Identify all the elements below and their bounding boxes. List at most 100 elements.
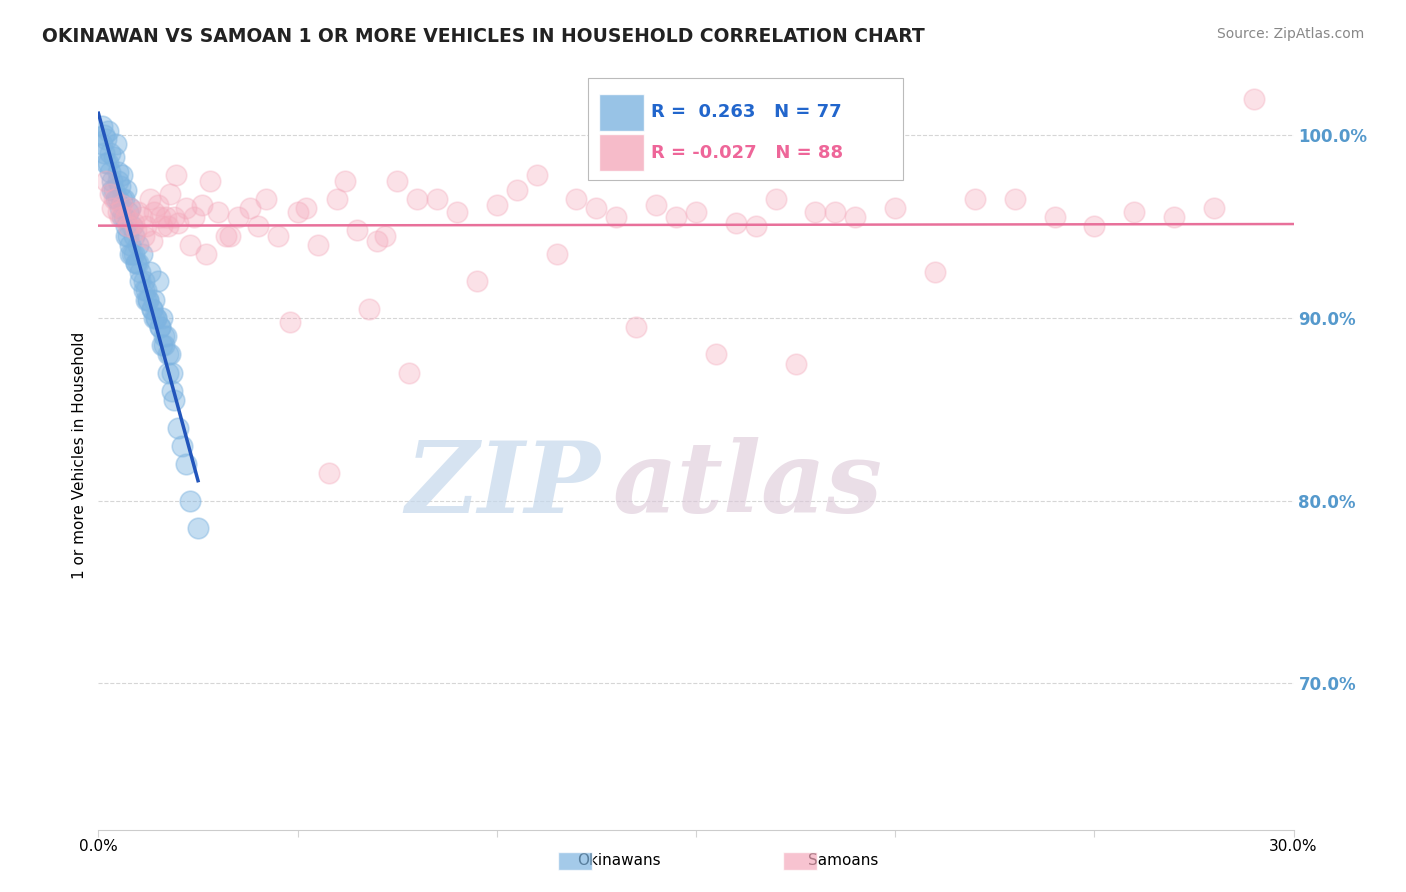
Point xyxy=(101,183,124,197)
Point xyxy=(129,274,152,288)
Point xyxy=(143,310,166,325)
Point xyxy=(326,192,349,206)
Point xyxy=(110,211,132,225)
Point xyxy=(685,205,707,219)
Point xyxy=(385,174,409,188)
Text: OKINAWAN VS SAMOAN 1 OR MORE VEHICLES IN HOUSEHOLD CORRELATION CHART: OKINAWAN VS SAMOAN 1 OR MORE VEHICLES IN… xyxy=(42,27,925,45)
Point xyxy=(98,164,122,178)
Point xyxy=(426,192,449,206)
Point xyxy=(207,205,229,219)
Point xyxy=(398,366,420,380)
Point xyxy=(96,174,118,188)
Point xyxy=(124,216,146,230)
Point xyxy=(141,234,163,248)
Point xyxy=(219,228,242,243)
Point xyxy=(120,201,142,215)
Point xyxy=(160,384,183,398)
Point xyxy=(159,347,181,361)
Point xyxy=(141,301,163,316)
Point xyxy=(1123,205,1146,219)
Point xyxy=(804,205,827,219)
Point xyxy=(406,192,429,206)
Point xyxy=(127,237,149,252)
Point xyxy=(93,146,115,161)
Point xyxy=(107,164,129,178)
Point xyxy=(125,256,148,270)
Point xyxy=(884,201,907,215)
Point xyxy=(136,293,159,307)
Point xyxy=(160,366,183,380)
Point xyxy=(149,320,172,334)
Point xyxy=(139,265,162,279)
Point xyxy=(134,284,156,298)
Point xyxy=(645,197,668,211)
Point xyxy=(1083,219,1105,234)
Point xyxy=(307,237,329,252)
Point xyxy=(446,205,468,219)
Point xyxy=(924,265,946,279)
Point xyxy=(254,192,277,206)
Point xyxy=(626,320,648,334)
Point xyxy=(98,186,122,201)
Point xyxy=(724,216,747,230)
Point xyxy=(117,228,139,243)
Point xyxy=(163,393,186,408)
Point xyxy=(183,211,205,225)
Point xyxy=(145,310,167,325)
Point xyxy=(287,205,309,219)
Point xyxy=(103,192,125,206)
Point xyxy=(153,338,176,352)
Point xyxy=(665,211,688,225)
Point xyxy=(97,155,120,169)
Point xyxy=(167,216,190,230)
Text: 30.0%: 30.0% xyxy=(1270,838,1317,854)
Point xyxy=(110,179,132,194)
Point xyxy=(139,192,162,206)
Point xyxy=(121,247,143,261)
Point xyxy=(179,237,201,252)
Point xyxy=(174,201,197,215)
Point xyxy=(239,201,262,215)
Point xyxy=(246,219,269,234)
Point xyxy=(117,205,139,219)
Point xyxy=(1243,91,1265,105)
Point xyxy=(150,219,173,234)
Point xyxy=(187,521,209,535)
Point xyxy=(159,186,181,201)
Point xyxy=(127,205,149,219)
Point xyxy=(172,439,194,453)
Point xyxy=(115,183,138,197)
Point xyxy=(124,247,146,261)
Point xyxy=(115,219,138,234)
Point xyxy=(120,237,142,252)
Point xyxy=(506,183,529,197)
Point xyxy=(155,211,177,225)
Point xyxy=(359,301,381,316)
Point xyxy=(105,137,128,152)
Point xyxy=(124,228,146,243)
Point xyxy=(179,493,201,508)
Point xyxy=(125,223,148,237)
Point xyxy=(318,466,340,480)
Point xyxy=(526,169,548,183)
Text: ZIP: ZIP xyxy=(405,437,600,533)
Point xyxy=(148,197,170,211)
Point xyxy=(143,293,166,307)
Point xyxy=(191,197,214,211)
Point xyxy=(844,211,866,225)
Point xyxy=(135,293,157,307)
Point xyxy=(704,347,727,361)
Point xyxy=(585,201,607,215)
Point xyxy=(1004,192,1026,206)
Point xyxy=(165,169,187,183)
Text: atlas: atlas xyxy=(613,437,883,533)
Point xyxy=(120,247,142,261)
Point xyxy=(824,205,846,219)
Point xyxy=(103,150,125,164)
Point xyxy=(111,192,134,206)
Text: R =  0.263   N = 77: R = 0.263 N = 77 xyxy=(651,103,842,121)
Point xyxy=(115,211,138,225)
Point xyxy=(98,146,122,161)
Point xyxy=(112,211,135,225)
Point xyxy=(785,357,807,371)
